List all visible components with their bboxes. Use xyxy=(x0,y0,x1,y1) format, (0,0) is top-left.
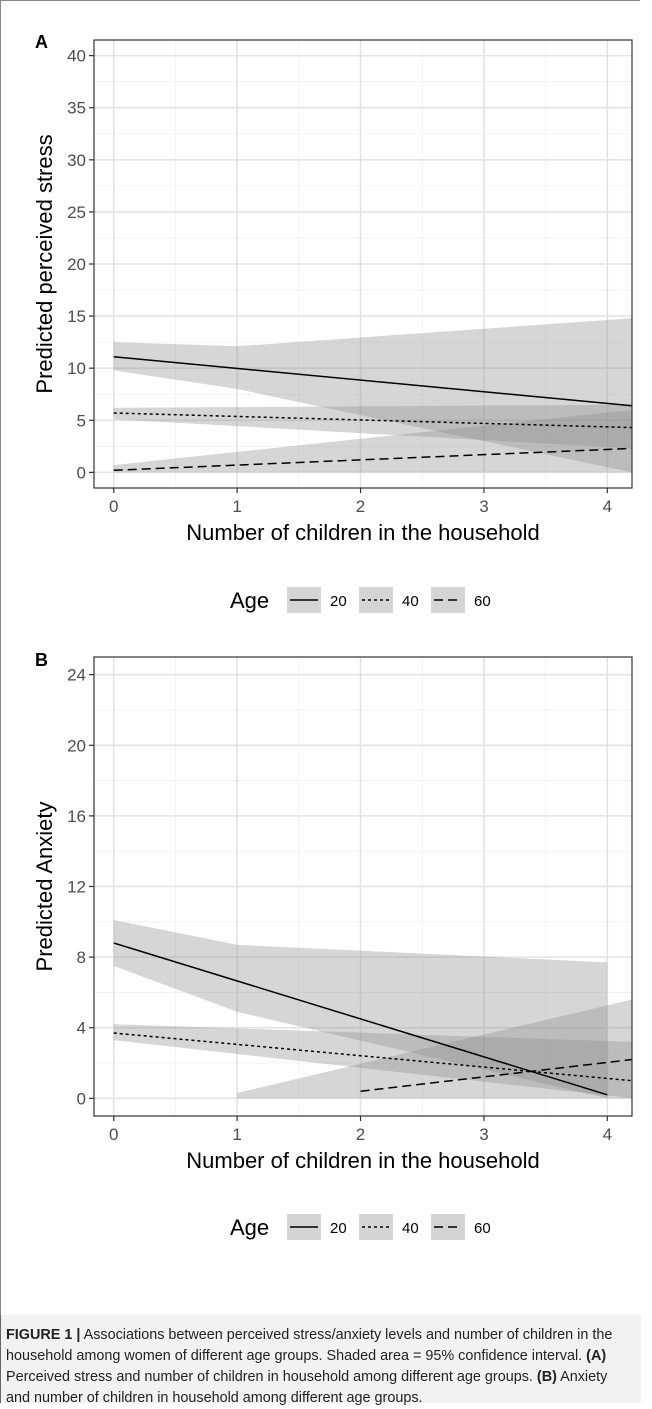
legend-title: Age xyxy=(230,588,269,613)
caption-part-a-text: Perceived stress and number of children … xyxy=(6,1369,537,1385)
y-axis-title: Predicted Anxiety xyxy=(32,802,57,972)
legend-title: Age xyxy=(230,1215,269,1240)
figure-frame-left xyxy=(0,0,1,1315)
y-tick-label: 30 xyxy=(67,151,86,170)
legend-label-age-40: 40 xyxy=(402,1220,419,1237)
caption-text: Associations between perceived stress/an… xyxy=(6,1327,613,1364)
series-line-age-60 xyxy=(360,1058,633,1093)
x-tick-label: 0 xyxy=(109,1125,118,1144)
y-tick-label: 8 xyxy=(77,948,86,967)
legend-label-age-40: 40 xyxy=(402,593,419,610)
y-tick-label: 40 xyxy=(67,47,86,66)
x-axis-title: Number of children in the household xyxy=(186,520,539,545)
x-tick-label: 3 xyxy=(479,1125,488,1144)
series-line-age-40 xyxy=(113,412,633,429)
x-tick-label: 0 xyxy=(109,497,118,516)
y-tick-label: 20 xyxy=(67,255,86,274)
ci-ribbon-age-40 xyxy=(113,1024,632,1099)
caption-part-a-label: (A) xyxy=(586,1348,607,1364)
x-tick-label: 4 xyxy=(603,497,612,516)
ci-ribbon-age-20 xyxy=(113,318,632,473)
y-tick-label: 20 xyxy=(67,736,86,755)
chart-panel-a: 0 5 10 15 20 25 30 35 40 0 1 2 3 4 Number of children … xyxy=(32,32,633,613)
y-tick-label: 12 xyxy=(67,878,86,897)
legend-label-age-20: 20 xyxy=(330,593,347,610)
caption-part-b-label: (B) xyxy=(536,1369,557,1385)
figure-frame-top xyxy=(0,0,640,1)
x-tick-label: 1 xyxy=(232,497,241,516)
x-tick-label: 3 xyxy=(479,497,488,516)
x-tick-label: 4 xyxy=(603,1125,612,1144)
y-tick-label: 0 xyxy=(77,1089,86,1108)
x-axis-title: Number of children in the household xyxy=(186,1148,539,1173)
series-line-age-20 xyxy=(113,942,608,1096)
y-tick-label: 24 xyxy=(67,666,86,685)
ci-ribbon-age-20 xyxy=(113,920,608,1099)
x-tick-label: 1 xyxy=(232,1125,241,1144)
ci-ribbon-age-60 xyxy=(113,409,632,473)
series-line-age-40 xyxy=(113,1032,633,1082)
y-tick-label: 10 xyxy=(67,359,86,378)
y-tick-label: 5 xyxy=(77,411,86,430)
panel-label: A xyxy=(35,32,48,52)
caption-label: FIGURE 1 | xyxy=(6,1327,81,1343)
ci-ribbon-age-60 xyxy=(237,999,632,1099)
panel-label: B xyxy=(35,650,48,670)
ci-ribbon-age-40 xyxy=(113,404,632,449)
y-tick-label: 0 xyxy=(77,463,86,482)
y-tick-label: 16 xyxy=(67,807,86,826)
legend-label-age-60: 60 xyxy=(474,1220,491,1237)
figure-caption: FIGURE 1 | Associations between perceive… xyxy=(6,1325,634,1409)
x-tick-label: 2 xyxy=(356,1125,365,1144)
x-tick-label: 2 xyxy=(356,497,365,516)
legend-label-age-60: 60 xyxy=(474,593,491,610)
y-tick-label: 15 xyxy=(67,307,86,326)
legend: Age 20 40 60 xyxy=(230,587,491,613)
caption-box xyxy=(0,1315,641,1403)
caption-part-b-text: Anxiety and number of children in househ… xyxy=(6,1369,608,1406)
y-tick-label: 25 xyxy=(67,203,86,222)
y-tick-label: 4 xyxy=(77,1019,86,1038)
y-axis-title: Predicted perceived stress xyxy=(32,134,57,393)
legend-label-age-20: 20 xyxy=(330,1220,347,1237)
series-line-age-20 xyxy=(113,355,633,407)
legend: Age 20 40 60 xyxy=(230,1214,491,1240)
y-tick-label: 35 xyxy=(67,99,86,118)
series-line-age-60 xyxy=(113,447,633,472)
